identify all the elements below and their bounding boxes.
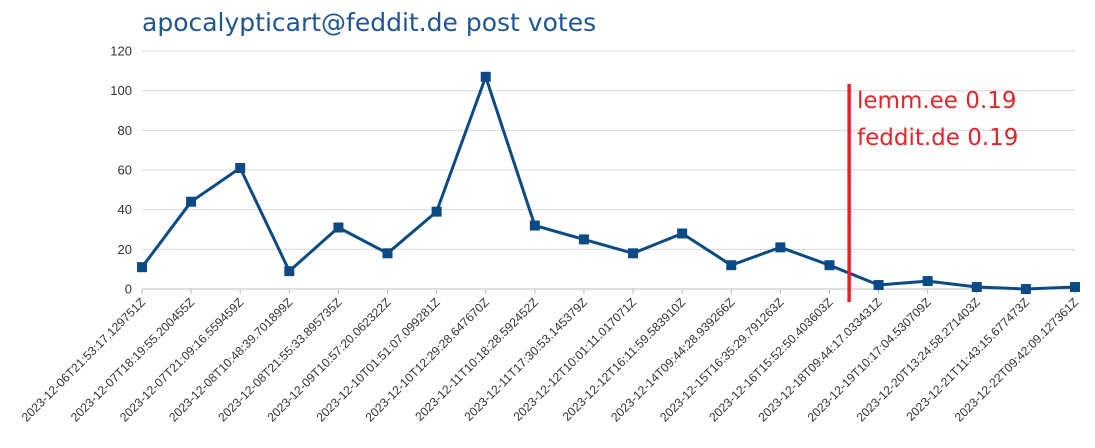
- data-point: [726, 260, 737, 271]
- data-point: [922, 276, 933, 287]
- data-point: [186, 196, 197, 207]
- data-point: [333, 222, 344, 233]
- annotation-lemmee: lemm.ee 0.19: [857, 88, 1017, 114]
- data-point: [137, 262, 147, 273]
- series-line: [140, 75, 1076, 291]
- gridlines: [142, 50, 1075, 250]
- y-tick-label: 20: [118, 242, 132, 257]
- data-point: [578, 234, 589, 245]
- data-point: [431, 206, 442, 217]
- y-tick-label: 120: [110, 44, 132, 59]
- axes: [141, 288, 1076, 294]
- annotation-fedditde: feddit.de 0.19: [857, 125, 1019, 151]
- x-tick-labels: 2023-12-06T21:53:17.129751Z2023-12-07T18…: [19, 295, 1082, 425]
- data-point: [971, 282, 982, 293]
- data-point: [628, 248, 639, 259]
- data-markers: [137, 71, 1080, 294]
- data-point: [824, 260, 835, 271]
- data-point: [529, 220, 540, 231]
- data-point: [284, 266, 295, 277]
- data-point: [873, 280, 884, 291]
- y-tick-label: 60: [118, 163, 132, 178]
- data-point: [677, 228, 688, 239]
- y-tick-labels: 0 20 40 60 80 100 120: [110, 44, 132, 297]
- chart-title: apocalypticart@feddit.de post votes: [142, 8, 597, 37]
- y-tick-label: 80: [118, 123, 132, 138]
- y-tick-label: 0: [125, 282, 132, 297]
- series-votes: [140, 75, 1076, 291]
- data-point: [1020, 284, 1031, 294]
- y-tick-label: 40: [118, 202, 132, 217]
- data-point: [235, 163, 246, 174]
- data-point: [1070, 282, 1080, 293]
- data-point: [382, 248, 393, 259]
- y-tick-label: 100: [110, 83, 132, 98]
- data-point: [775, 242, 786, 253]
- data-point: [480, 71, 491, 82]
